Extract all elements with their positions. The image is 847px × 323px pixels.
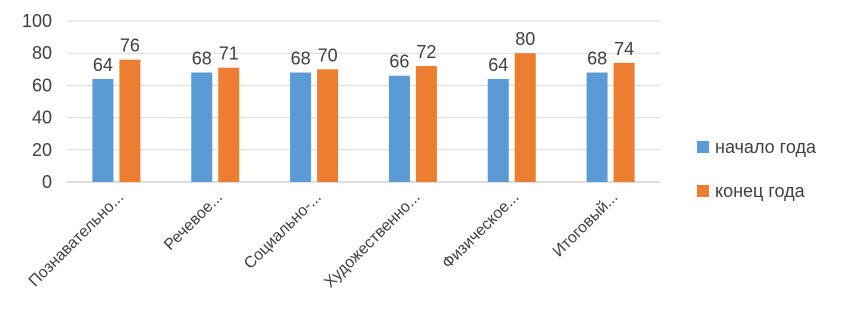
data-label-end: 76: [120, 36, 140, 56]
bar-end: [317, 69, 338, 182]
x-tick-label: Социально-...: [241, 189, 325, 273]
bar-start: [290, 73, 311, 182]
data-label-end: 70: [318, 45, 338, 65]
legend-label-start: начало года: [715, 137, 816, 158]
data-label-start: 68: [587, 49, 607, 69]
x-tick-label: Итоговый...: [550, 189, 622, 261]
y-tick-label: 0: [42, 172, 52, 192]
legend-item-start: начало года: [697, 136, 816, 158]
bar-end: [515, 53, 536, 182]
bar-end: [119, 60, 140, 182]
x-tick-label: Речевое...: [161, 189, 226, 254]
x-axis-ticks: Познавательно... Речевое... Социально-...Х…: [26, 189, 622, 291]
bar-start: [191, 73, 212, 182]
gridlines: [67, 21, 660, 182]
bar-end: [218, 68, 239, 182]
bar-start: [587, 73, 608, 182]
bar-start: [389, 76, 410, 182]
data-labels: 64 76 68 71 68 70 66 72 64 80 68 74: [93, 29, 634, 75]
x-tick-label: Познавательно...: [26, 189, 127, 290]
legend-label-end: конец года: [715, 181, 805, 202]
data-label-start: 64: [93, 55, 113, 75]
legend-swatch-end: [697, 185, 709, 197]
y-tick-label: 20: [32, 140, 52, 160]
bar-start: [92, 79, 113, 182]
y-axis-ticks: 0 20 40 60 80 100: [22, 11, 52, 192]
bar-start: [488, 79, 509, 182]
y-tick-label: 40: [32, 108, 52, 128]
x-tick-label: Художественно...: [321, 189, 423, 291]
data-label-end: 74: [614, 39, 634, 59]
legend-swatch-start: [697, 141, 709, 153]
data-label-start: 64: [488, 55, 508, 75]
y-tick-label: 100: [22, 11, 52, 31]
bar-end: [416, 66, 437, 182]
legend: начало года конец года: [697, 136, 816, 224]
legend-item-end: конец года: [697, 180, 816, 202]
x-tick-label: Физическое...: [439, 189, 522, 272]
data-label-end: 72: [416, 42, 436, 62]
data-label-start: 68: [291, 49, 311, 69]
bar-end: [614, 63, 635, 182]
data-label-end: 80: [515, 29, 535, 49]
y-tick-label: 80: [32, 43, 52, 63]
data-label-start: 66: [389, 52, 409, 72]
y-tick-label: 60: [32, 75, 52, 95]
data-label-start: 68: [192, 49, 212, 69]
data-label-end: 71: [219, 44, 239, 64]
